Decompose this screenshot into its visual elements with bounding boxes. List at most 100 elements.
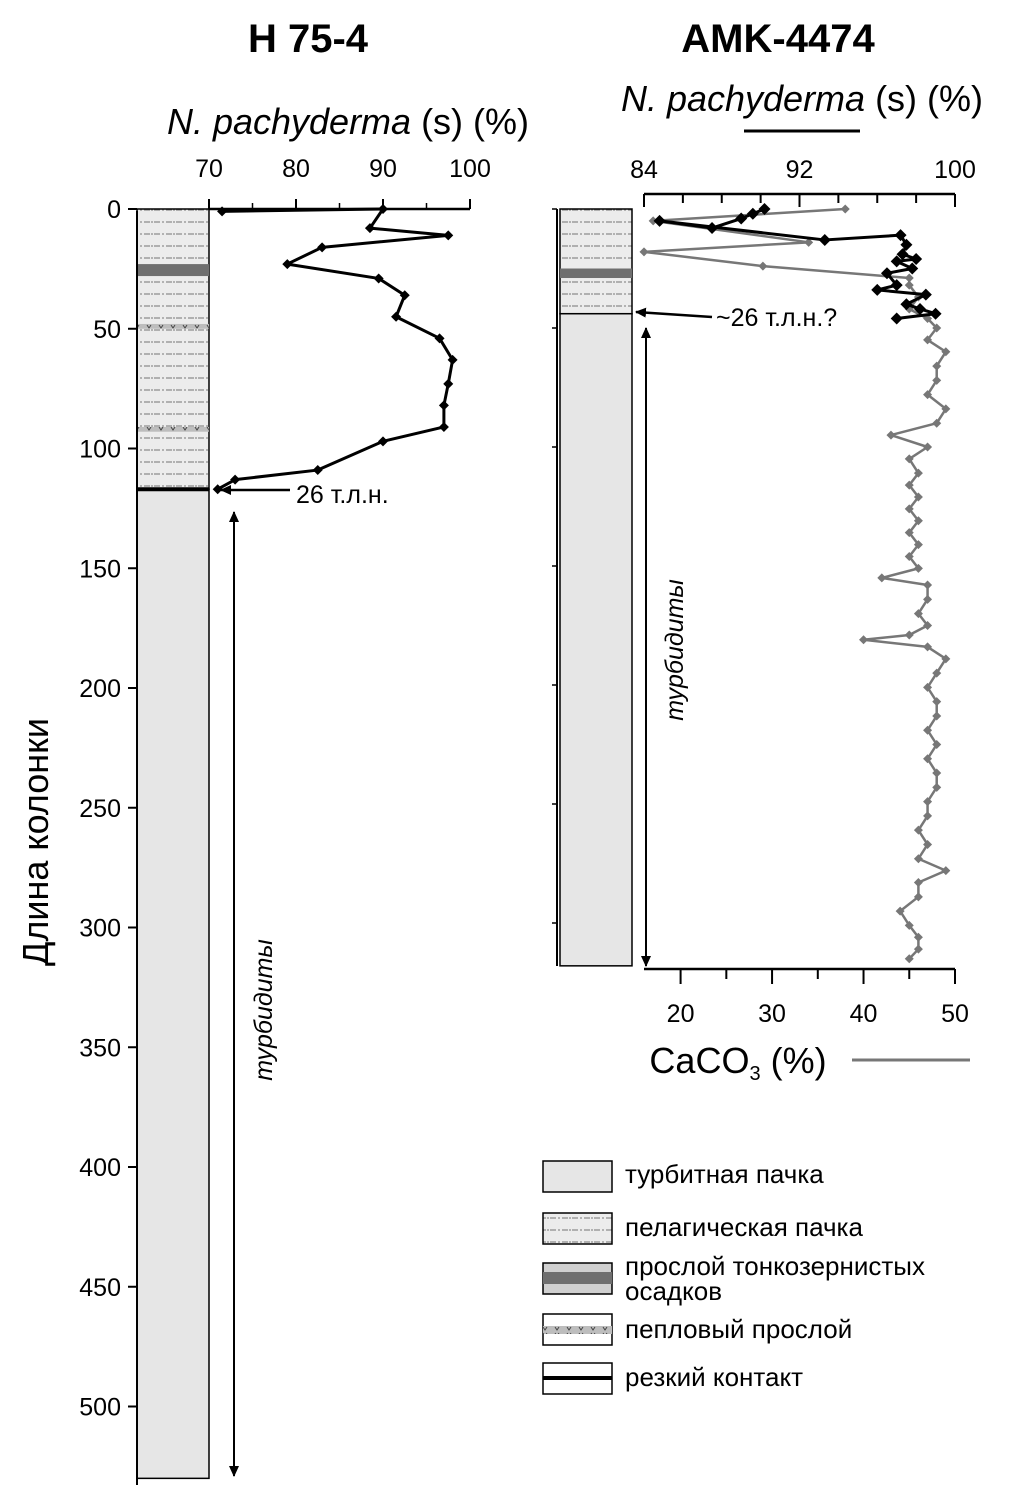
- data-point: [900, 238, 913, 251]
- top-tick-label: 100: [934, 156, 976, 184]
- data-point: [941, 404, 951, 414]
- data-point: [932, 697, 942, 707]
- turbidite-unit: [559, 312, 633, 967]
- data-point: [913, 563, 923, 573]
- data-point: [923, 621, 933, 630]
- chart-title: H 75-4: [248, 17, 369, 61]
- data-point: [378, 436, 388, 447]
- data-point: [373, 273, 384, 284]
- top-axis-title-suffix: (s) (%): [865, 78, 983, 119]
- data-point: [886, 430, 896, 440]
- legend-item-ash: пепловый прослой: [542, 1313, 852, 1346]
- top-axis-ticks: 84 92 100: [630, 156, 976, 207]
- data-point: [859, 635, 869, 645]
- series-npachyderma-h75-4: [212, 204, 458, 495]
- data-point: [904, 273, 914, 283]
- legend-swatch-pelagic: [542, 1212, 613, 1245]
- data-point: [923, 594, 933, 604]
- data-point: [919, 288, 932, 301]
- legend-label-ash: пепловый прослой: [625, 1314, 852, 1344]
- chart-title: AMK-4474: [681, 17, 875, 61]
- data-point: [378, 204, 388, 214]
- data-point: [906, 262, 919, 275]
- y-tick-label: 200: [79, 675, 121, 703]
- data-point: [913, 854, 923, 864]
- legend: турбитная пачка пелагическая пачка просл…: [542, 1159, 925, 1395]
- data-point: [639, 247, 649, 257]
- age-label: 26 т.л.н.: [296, 481, 389, 509]
- x-tick-label: 70: [195, 155, 223, 183]
- bottom-tick-label: 40: [850, 1000, 878, 1028]
- y-tick-label: 450: [79, 1274, 121, 1302]
- data-point: [932, 418, 942, 428]
- data-point: [904, 280, 914, 290]
- data-point: [438, 400, 449, 411]
- x-axis-title: N. pachyderma (s) (%): [167, 101, 529, 142]
- legend-swatch-fine-grained-band: [543, 1272, 612, 1284]
- legend-item-fine-grained: прослой тонкозернистых осадков: [542, 1251, 925, 1306]
- top-axis-title-italic: N. pachyderma: [621, 78, 865, 119]
- data-point: [904, 528, 914, 538]
- data-point: [896, 248, 909, 261]
- data-point: [230, 474, 241, 485]
- data-point: [746, 207, 759, 220]
- top-axis-title: N. pachyderma (s) (%): [621, 78, 983, 119]
- legend-item-turbidite: турбитная пачка: [542, 1159, 824, 1193]
- age-label: ~26 т.л.н.?: [716, 304, 837, 332]
- data-point: [941, 654, 951, 664]
- data-point: [923, 682, 933, 692]
- x-axis-ticks: 70 80 90 100: [195, 155, 491, 209]
- ash-layer: [137, 323, 209, 329]
- y-tick-label: 400: [79, 1154, 121, 1182]
- data-point: [706, 222, 719, 235]
- data-point: [932, 782, 942, 792]
- y-axis-ticks: 0 50 100 150 200 250 300 350 400 450 500: [79, 196, 137, 1422]
- core-column-amk-4474: [559, 208, 633, 967]
- data-point: [904, 454, 914, 464]
- x-tick-label: 80: [282, 155, 310, 183]
- data-point: [894, 229, 907, 242]
- y-tick-label: 300: [79, 915, 121, 943]
- data-point: [913, 492, 923, 502]
- data-point: [913, 825, 923, 835]
- data-point: [434, 333, 445, 344]
- data-point: [923, 442, 933, 452]
- ash-layer: [137, 426, 209, 432]
- data-point: [932, 375, 942, 385]
- data-point: [932, 361, 942, 371]
- data-point: [923, 839, 933, 849]
- data-point: [443, 378, 454, 389]
- core-column-h75-4: [136, 208, 210, 1480]
- legend-label-sharp-contact: резкий контакт: [625, 1362, 803, 1392]
- data-point: [923, 390, 933, 400]
- data-point: [391, 311, 402, 322]
- data-point: [904, 920, 914, 930]
- data-point: [941, 347, 951, 357]
- data-point: [317, 242, 328, 253]
- data-point: [364, 223, 375, 234]
- data-point: [758, 261, 768, 271]
- legend-label-fine-grained-line1: прослой тонкозернистых: [625, 1251, 925, 1281]
- fine-grained-layer: [137, 264, 209, 277]
- data-point: [923, 580, 933, 590]
- x-axis-title-suffix: (s) (%): [411, 101, 529, 142]
- data-point: [913, 932, 923, 942]
- data-point: [914, 302, 927, 315]
- legend-swatch-ash-band: [543, 1326, 612, 1334]
- y-tick-label: 0: [107, 196, 121, 224]
- x-tick-label: 90: [369, 155, 397, 183]
- data-point: [890, 312, 903, 325]
- data-point: [904, 551, 914, 561]
- legend-item-sharp-contact: резкий контакт: [542, 1362, 803, 1395]
- data-point: [880, 267, 893, 280]
- data-point: [890, 279, 903, 292]
- data-point: [932, 668, 942, 678]
- data-point: [904, 630, 914, 640]
- data-point: [399, 290, 410, 301]
- legend-swatch-turbidite: [542, 1160, 613, 1193]
- data-point: [447, 354, 458, 365]
- bottom-axis-title-subscript: 3: [749, 1063, 760, 1085]
- data-point: [913, 468, 923, 478]
- data-point: [904, 504, 914, 514]
